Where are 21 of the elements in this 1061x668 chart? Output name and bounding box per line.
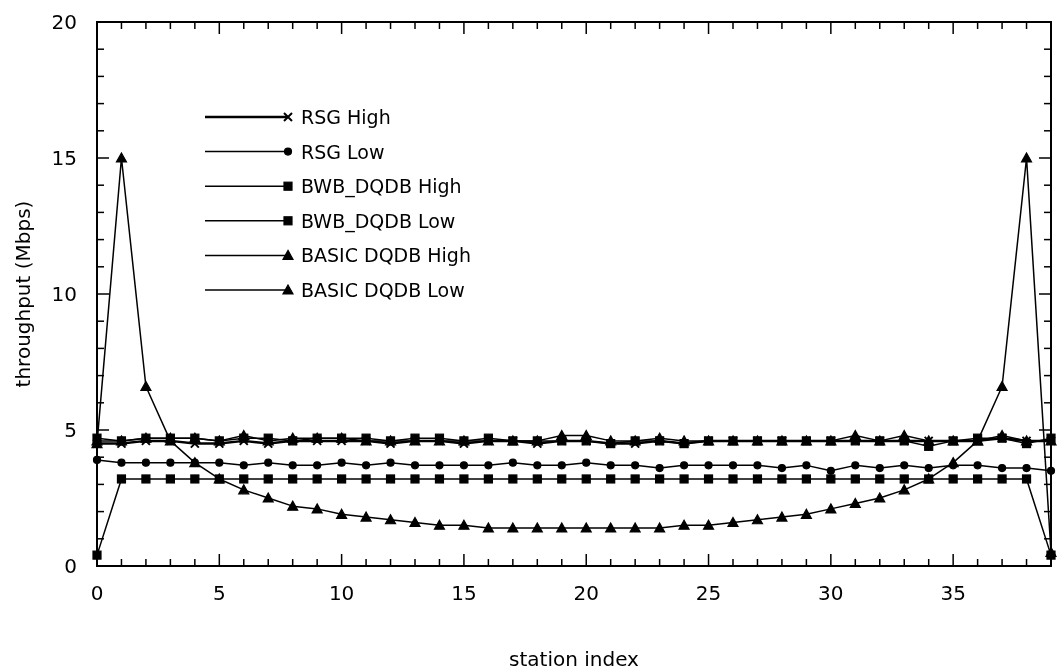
y-tick-label: 15: [51, 146, 77, 170]
legend-label: BWB_DQDB High: [301, 175, 462, 199]
x-tick-label: 15: [451, 581, 477, 605]
x-tick-label: 25: [695, 581, 722, 605]
y-tick-label: 10: [51, 282, 77, 306]
legend-label: BASIC DQDB Low: [301, 279, 465, 301]
x-axis-title: station index: [509, 647, 640, 668]
y-tick-label: 5: [64, 418, 77, 442]
x-tick-label: 5: [212, 581, 226, 605]
x-tick-label: 30: [818, 581, 844, 605]
legend-label: BASIC DQDB High: [301, 244, 471, 267]
legend-label: RSG Low: [301, 140, 385, 163]
x-tick-label: 10: [328, 581, 355, 605]
legend-label: RSG High: [301, 106, 391, 128]
y-tick-label: 0: [64, 554, 77, 578]
y-axis-title: throughput (Mbps): [11, 200, 35, 388]
y-tick-label: 20: [51, 10, 77, 34]
legend-label: BWB_DQDB Low: [301, 209, 456, 233]
x-tick-label: 20: [573, 581, 599, 605]
x-tick-label: 35: [940, 581, 966, 605]
x-tick-label: 0: [90, 581, 104, 605]
